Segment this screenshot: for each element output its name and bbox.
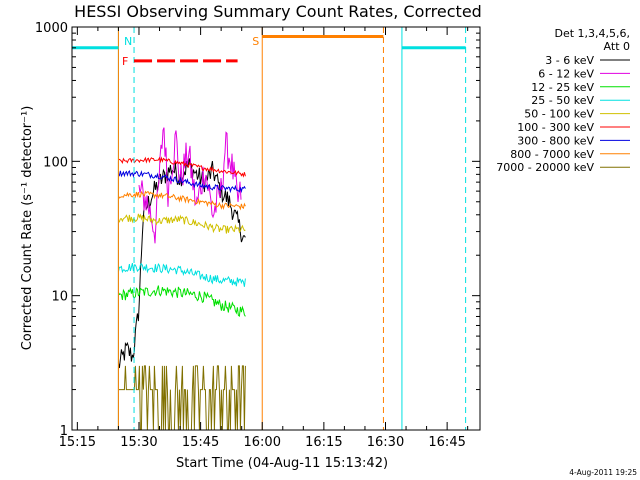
- x-tick-label: 15:30: [120, 435, 157, 450]
- legend-entry-label: 800 - 7000 keV: [510, 148, 594, 161]
- series-line-12-25keV: [117, 285, 246, 317]
- plot-frame: [71, 26, 481, 431]
- annotation-label: N: [124, 35, 132, 48]
- series-line-300-800keV: [118, 169, 246, 194]
- annotation-label: F: [122, 55, 128, 68]
- x-tick-label: 16:45: [428, 435, 465, 450]
- legend-entry-label: 100 - 300 keV: [517, 121, 594, 134]
- series-line-25-50keV: [117, 262, 246, 287]
- legend-entry-label: 25 - 50 keV: [531, 94, 594, 107]
- series-layer: [117, 127, 246, 431]
- footer-date: 4-Aug-2011 19:25: [569, 468, 637, 477]
- y-tick-label: 10: [51, 290, 68, 305]
- x-axis-label: Start Time (04-Aug-11 15:13:42): [176, 456, 388, 471]
- legend-entry-label: 6 - 12 keV: [538, 67, 594, 80]
- legend-entry-label: 3 - 6 keV: [545, 54, 594, 67]
- legend-entry-label: 50 - 100 keV: [524, 108, 594, 121]
- x-tick-label: 15:45: [182, 435, 219, 450]
- x-axis: 15:15 15:30 15:45 16:00 16:15 16:30 16:45: [59, 27, 469, 450]
- legend-header-line2: Att 0: [604, 40, 630, 53]
- legend-header-line1: Det 1,3,4,5,6,: [554, 27, 630, 40]
- series-line-3-6keV: [117, 158, 246, 369]
- y-tick-label: 1000: [35, 21, 68, 36]
- y-tick-label: 100: [43, 155, 68, 170]
- series-line-100-300keV: [118, 156, 246, 178]
- series-line-7000-20000keV: [118, 365, 246, 431]
- series-line-800-7000keV: [117, 190, 246, 211]
- annotation-layer: N S F: [72, 27, 467, 430]
- x-tick-label: 16:15: [305, 435, 342, 450]
- legend-entry-label: 12 - 25 keV: [531, 81, 594, 94]
- y-tick-label: 1: [60, 424, 68, 439]
- chart-title: HESSI Observing Summary Count Rates, Cor…: [74, 2, 482, 21]
- y-axis: 1 10 100 1000: [35, 21, 480, 439]
- x-tick-label: 16:30: [367, 435, 404, 450]
- x-tick-label: 15:15: [59, 435, 96, 450]
- x-tick-label: 16:00: [244, 435, 281, 450]
- series-line-50-100keV: [118, 213, 246, 234]
- y-axis-label: Corrected Count Rate (s⁻¹ detector⁻¹): [20, 106, 35, 351]
- legend-entry-label: 300 - 800 keV: [517, 134, 594, 147]
- annotation-label: S: [252, 35, 259, 48]
- legend-entry-label: 7000 - 20000 keV: [496, 161, 594, 174]
